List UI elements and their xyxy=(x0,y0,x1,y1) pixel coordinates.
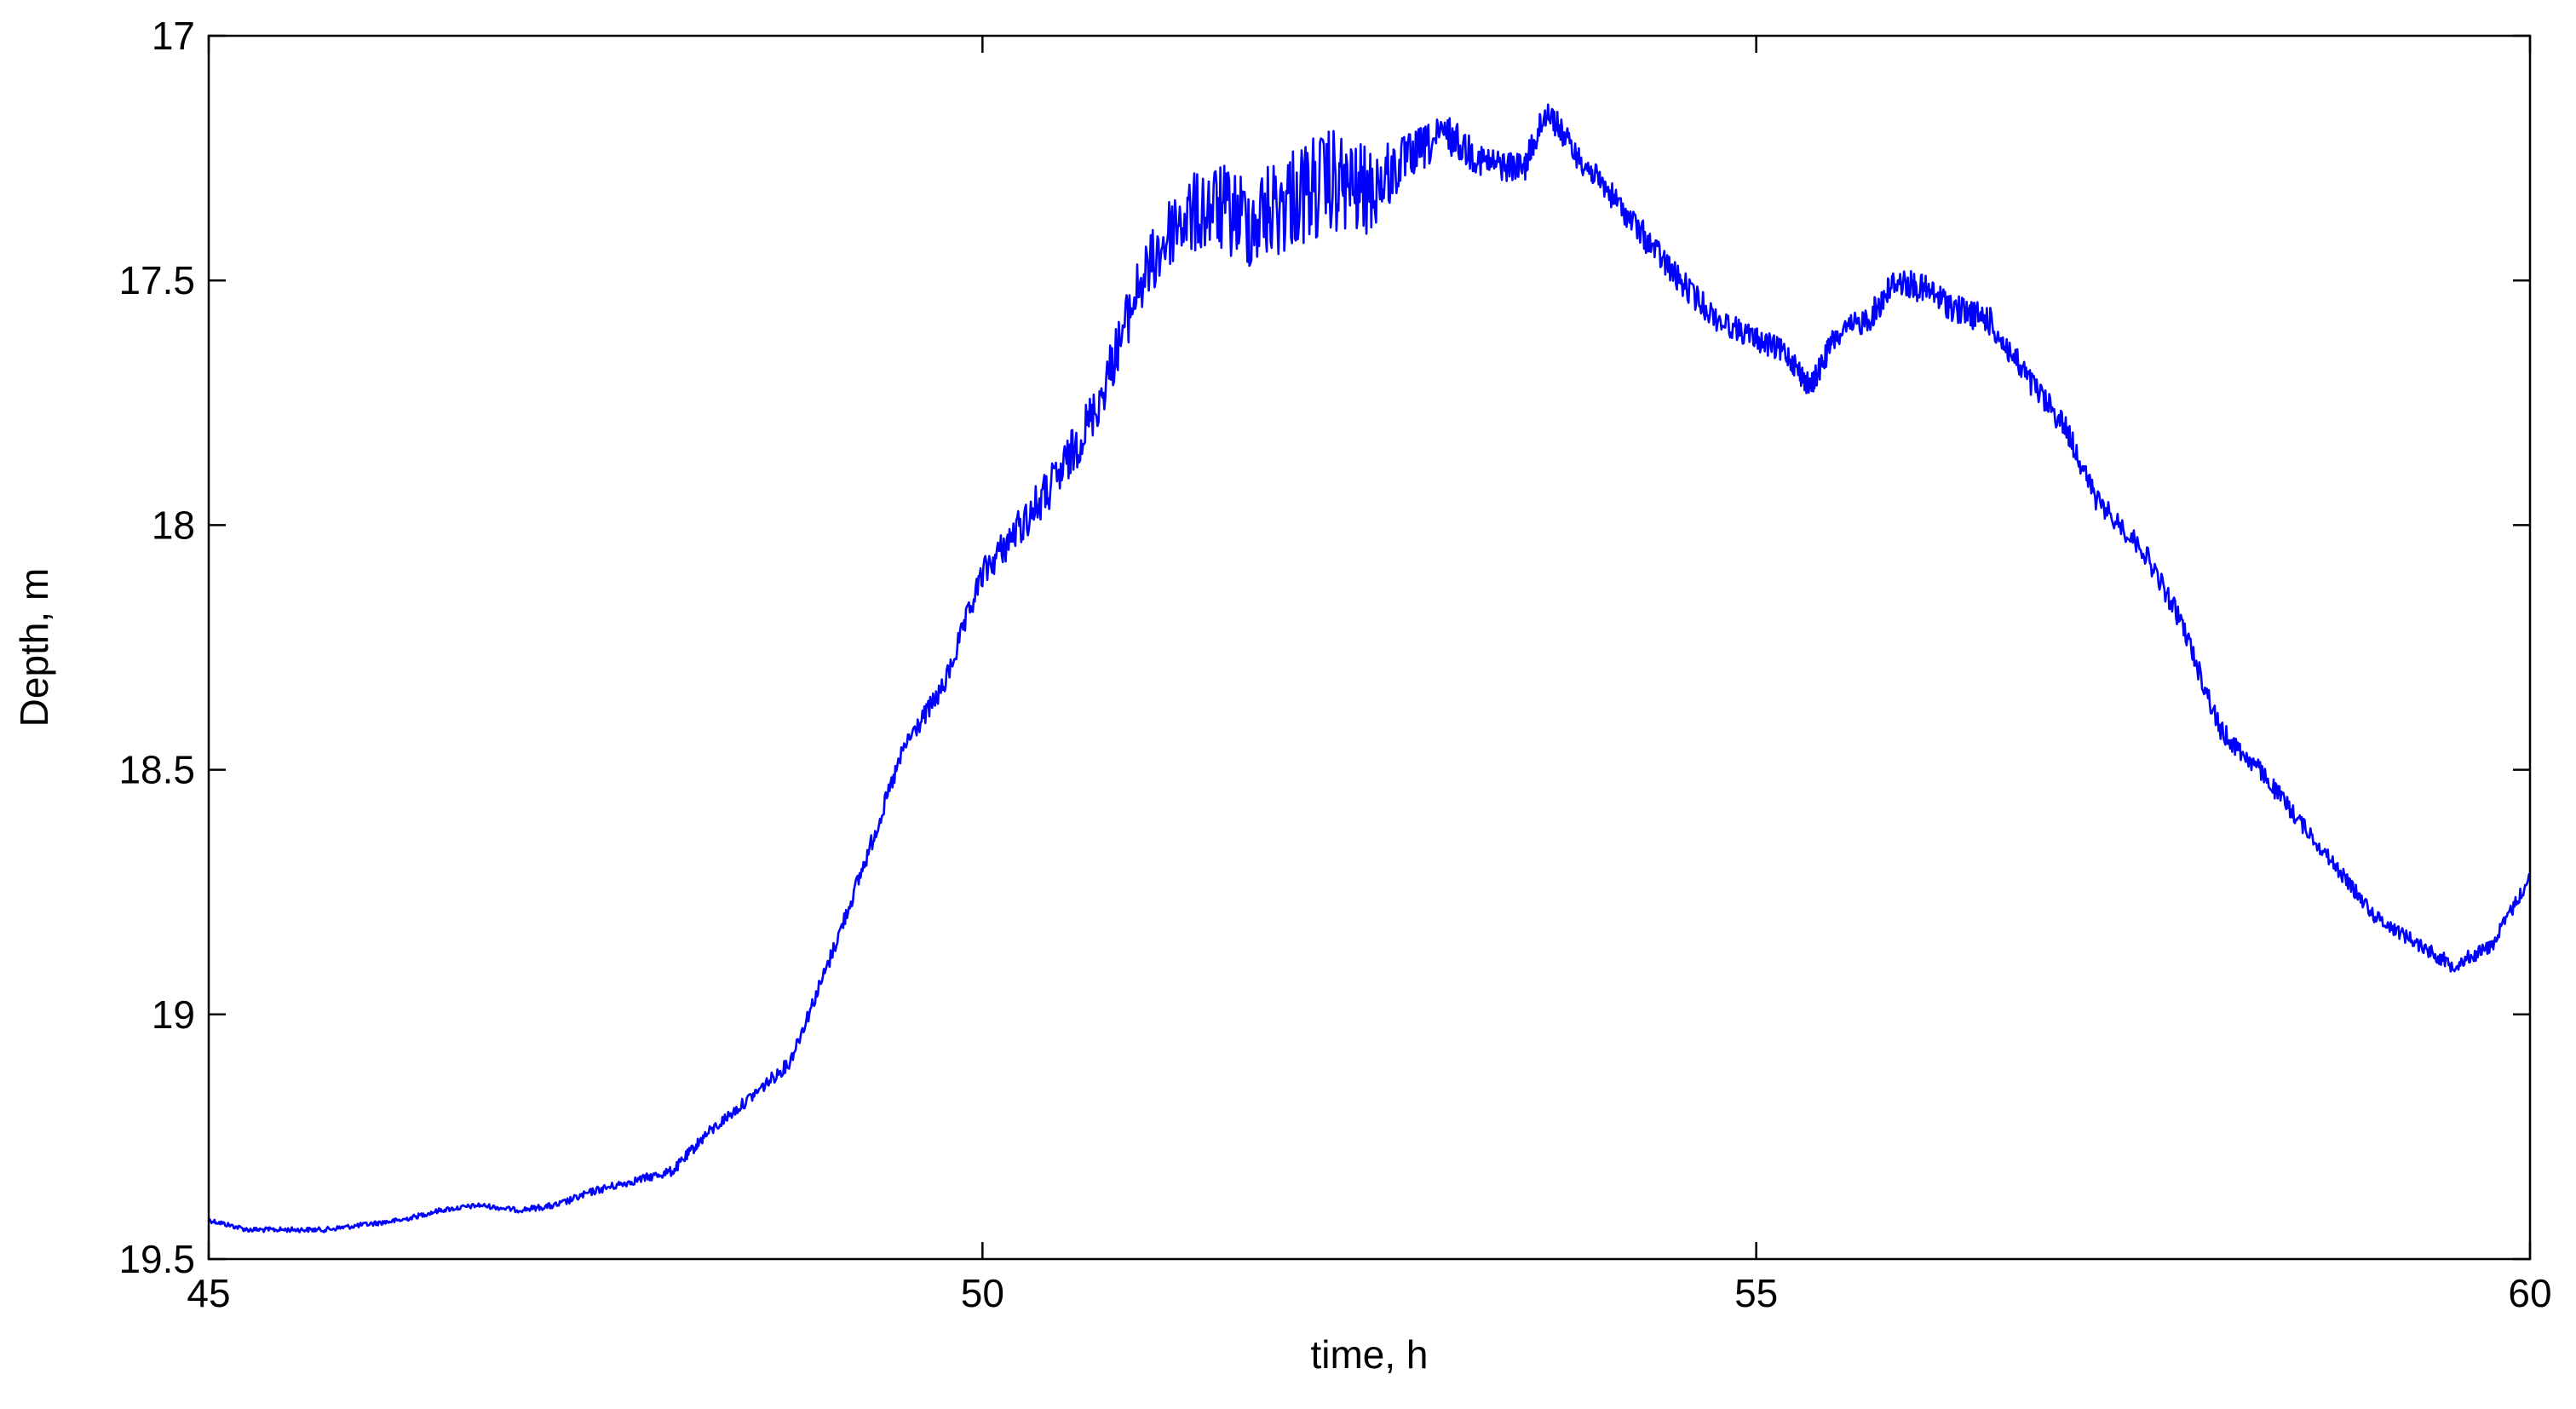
y-tick-label: 19.5 xyxy=(118,1237,195,1281)
y-tick-label: 17.5 xyxy=(118,258,195,302)
y-tick-label: 18 xyxy=(152,503,195,547)
plot-area-frame xyxy=(207,34,2532,1261)
y-tick-label: 17 xyxy=(152,14,195,58)
y-axis-label: Depth, m xyxy=(12,568,56,728)
axis-ticks: 45 50 55 60 17 17.5 18 18.5 19 19.5 xyxy=(118,14,2551,1315)
x-tick-label: 60 xyxy=(2508,1271,2551,1315)
series-line-depth xyxy=(207,103,2532,1234)
plot-layer xyxy=(207,103,2532,1234)
x-tick-label: 45 xyxy=(187,1271,230,1315)
x-axis-label: time, h xyxy=(1310,1332,1428,1377)
x-tick-label: 55 xyxy=(1734,1271,1778,1315)
x-tick-label: 50 xyxy=(961,1271,1004,1315)
y-tick-label: 19 xyxy=(152,992,195,1037)
y-tick-label: 18.5 xyxy=(118,748,195,792)
